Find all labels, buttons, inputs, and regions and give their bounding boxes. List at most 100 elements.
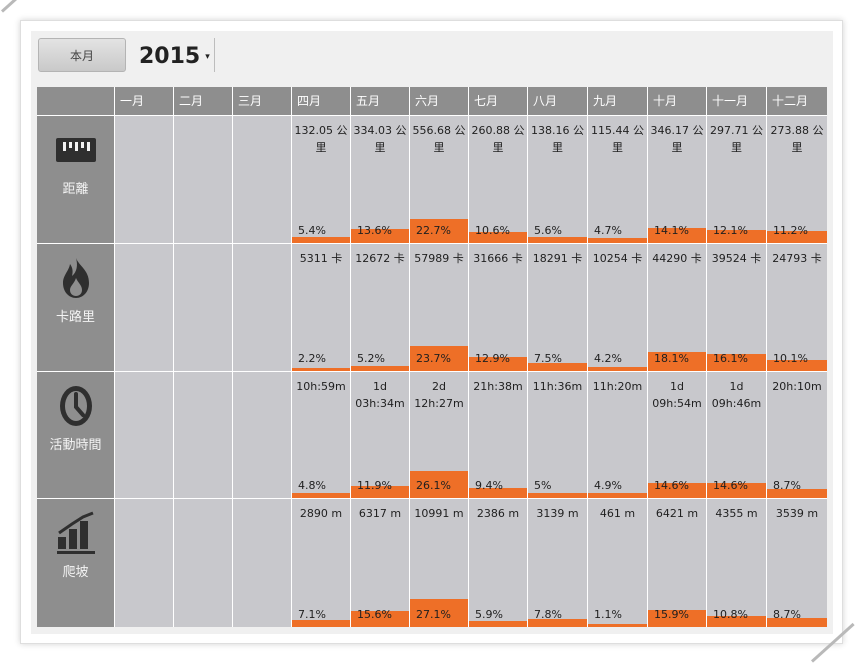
percent-label: 5% — [534, 479, 552, 492]
stat-value: 10991 m — [414, 507, 464, 520]
percent-label: 16.1% — [713, 352, 748, 365]
stat-cell[interactable]: 1d 09h:46m 14.6% — [707, 372, 766, 498]
stat-cell[interactable]: 260.88 公里 10.6% — [469, 116, 527, 243]
stat-cell[interactable] — [174, 116, 232, 243]
stat-cell[interactable]: 2890 m 7.1% — [292, 499, 350, 627]
percent-bar — [707, 354, 766, 371]
percent-label: 10.8% — [713, 608, 748, 621]
percent-label: 12.1% — [713, 224, 748, 237]
percent-bar — [588, 238, 647, 243]
percent-bar — [410, 219, 468, 243]
stat-cell[interactable]: 12672 卡 5.2% — [351, 244, 409, 371]
stat-cell[interactable] — [115, 372, 173, 498]
stat-cell[interactable]: 31666 卡 12.9% — [469, 244, 527, 371]
stat-cell[interactable] — [233, 116, 291, 243]
stat-cell[interactable] — [115, 116, 173, 243]
stat-value: 1d 09h:46m — [711, 380, 762, 410]
stat-cell[interactable]: 346.17 公里 14.1% — [648, 116, 706, 243]
stat-value: 4355 m — [715, 507, 758, 520]
stat-cell[interactable]: 20h:10m 8.7% — [767, 372, 827, 498]
stat-cell[interactable] — [174, 372, 232, 498]
decorative-corner-top-left — [0, 0, 45, 13]
stat-cell[interactable]: 273.88 公里 11.2% — [767, 116, 827, 243]
stat-value: 3539 m — [775, 507, 819, 520]
stat-cell[interactable]: 1d 09h:54m 14.6% — [648, 372, 706, 498]
stat-cell[interactable]: 297.71 公里 12.1% — [707, 116, 766, 243]
percent-bar — [528, 237, 587, 243]
stat-cell[interactable]: 334.03 公里 13.6% — [351, 116, 409, 243]
stat-cell[interactable]: 18291 卡 7.5% — [528, 244, 587, 371]
stat-value: 138.16 公里 — [531, 124, 584, 154]
stat-cell[interactable] — [233, 499, 291, 627]
stat-value: 1d 03h:34m — [355, 380, 405, 410]
percent-label: 5.9% — [475, 608, 503, 621]
stat-cell[interactable]: 24793 卡 10.1% — [767, 244, 827, 371]
stat-cell[interactable]: 5311 卡 2.2% — [292, 244, 350, 371]
percent-label: 13.6% — [357, 224, 392, 237]
stat-cell[interactable]: 2d 12h:27m 26.1% — [410, 372, 468, 498]
month-header: 七月 — [469, 87, 527, 115]
percent-bar — [707, 230, 766, 243]
stat-cell[interactable]: 11h:20m 4.9% — [588, 372, 647, 498]
percent-bar — [528, 363, 587, 371]
this-month-button[interactable]: 本月 — [38, 38, 126, 72]
stat-cell[interactable]: 10991 m 27.1% — [410, 499, 468, 627]
stat-cell[interactable]: 10h:59m 4.8% — [292, 372, 350, 498]
stat-value: 1d 09h:54m — [652, 380, 702, 410]
stat-cell[interactable] — [115, 499, 173, 627]
stat-value: 31666 卡 — [473, 252, 523, 265]
percent-bar — [351, 486, 409, 498]
percent-bar — [351, 229, 409, 243]
stat-value: 12672 卡 — [355, 252, 405, 265]
year-selector[interactable]: 2015 ▾ — [139, 42, 210, 70]
stat-cell[interactable]: 132.05 公里 5.4% — [292, 116, 350, 243]
percent-label: 11.9% — [357, 479, 392, 492]
stat-cell[interactable] — [174, 244, 232, 371]
percent-label: 23.7% — [416, 352, 451, 365]
stat-cell[interactable]: 21h:38m 9.4% — [469, 372, 527, 498]
stat-cell[interactable]: 39524 卡 16.1% — [707, 244, 766, 371]
stat-cell[interactable]: 57989 卡 23.7% — [410, 244, 468, 371]
percent-label: 18.1% — [654, 352, 689, 365]
stat-cell[interactable] — [115, 244, 173, 371]
stat-cell[interactable]: 3539 m 8.7% — [767, 499, 827, 627]
percent-label: 7.5% — [534, 352, 562, 365]
percent-bar — [410, 346, 468, 371]
stat-cell[interactable]: 6317 m 15.6% — [351, 499, 409, 627]
stat-cell[interactable]: 138.16 公里 5.6% — [528, 116, 587, 243]
percent-label: 7.8% — [534, 608, 562, 621]
percent-bar — [767, 360, 827, 371]
ruler-icon — [54, 128, 98, 172]
stat-cell[interactable]: 4355 m 10.8% — [707, 499, 766, 627]
stat-cell[interactable]: 44290 卡 18.1% — [648, 244, 706, 371]
stat-value: 2386 m — [476, 507, 520, 520]
stat-cell[interactable]: 11h:36m 5% — [528, 372, 587, 498]
stat-value: 57989 卡 — [414, 252, 464, 265]
stat-cell[interactable]: 461 m 1.1% — [588, 499, 647, 627]
stat-cell[interactable]: 1d 03h:34m 11.9% — [351, 372, 409, 498]
percent-bar — [410, 599, 468, 627]
stat-cell[interactable]: 2386 m 5.9% — [469, 499, 527, 627]
stat-cell[interactable]: 3139 m 7.8% — [528, 499, 587, 627]
stat-cell[interactable]: 115.44 公里 4.7% — [588, 116, 647, 243]
stat-cell[interactable] — [174, 499, 232, 627]
row-header-calories: 卡路里 — [37, 244, 114, 371]
month-header: 六月 — [410, 87, 468, 115]
percent-bar — [292, 620, 350, 627]
stat-cell[interactable] — [233, 372, 291, 498]
stat-value: 260.88 公里 — [471, 124, 525, 154]
percent-label: 5.2% — [357, 352, 385, 365]
percent-label: 10.1% — [773, 352, 808, 365]
stat-value: 39524 卡 — [711, 252, 762, 265]
percent-bar — [648, 228, 706, 243]
percent-bar — [588, 624, 647, 627]
stat-cell[interactable]: 556.68 公里 22.7% — [410, 116, 468, 243]
stat-cell[interactable]: 6421 m 15.9% — [648, 499, 706, 627]
stat-cell[interactable]: 10254 卡 4.2% — [588, 244, 647, 371]
row-label: 活動時間 — [49, 438, 102, 453]
stat-cell[interactable] — [233, 244, 291, 371]
row-label: 卡路里 — [55, 310, 95, 325]
stat-value: 2890 m — [299, 507, 343, 520]
stat-value: 5311 卡 — [299, 252, 343, 265]
flame-icon — [54, 256, 98, 300]
